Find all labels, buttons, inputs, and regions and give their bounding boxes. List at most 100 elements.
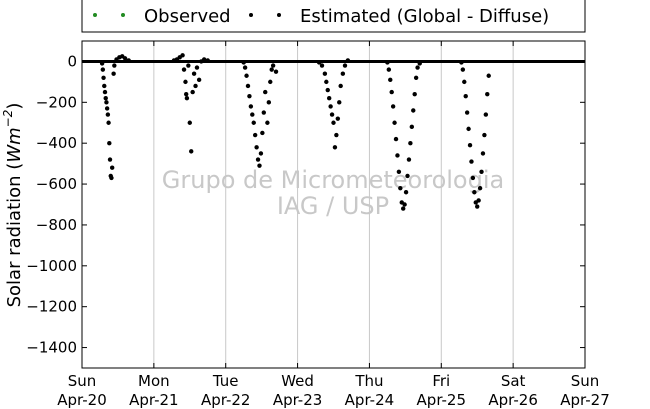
data-point xyxy=(183,79,188,85)
data-point xyxy=(266,100,272,105)
data-point xyxy=(396,169,402,174)
data-point xyxy=(269,67,274,72)
data-point xyxy=(476,198,481,203)
data-point xyxy=(486,73,491,78)
data-point xyxy=(263,89,268,95)
data-point xyxy=(265,120,270,125)
data-point xyxy=(338,83,343,89)
data-point xyxy=(257,163,262,168)
data-point xyxy=(100,67,106,72)
y-tick-label: −1400 xyxy=(26,339,77,357)
data-point xyxy=(463,93,468,99)
grid xyxy=(153,41,514,368)
data-point xyxy=(109,165,115,170)
data-point xyxy=(104,106,110,111)
data-point xyxy=(405,173,410,179)
data-point xyxy=(324,79,329,85)
data-point xyxy=(459,60,464,65)
watermark: Grupo de Micrometeorologia IAG / USP xyxy=(162,166,504,220)
plot-frame xyxy=(81,40,586,369)
data-point xyxy=(254,145,259,150)
data-point xyxy=(183,91,189,97)
data-point xyxy=(345,58,351,63)
data-point xyxy=(467,143,473,148)
data-point xyxy=(122,56,128,61)
data-point xyxy=(242,65,248,70)
data-point xyxy=(480,151,486,156)
data-point xyxy=(408,140,413,146)
x-tick-label-day: Thu xyxy=(354,372,383,390)
data-point xyxy=(201,57,207,62)
data-point xyxy=(412,91,417,97)
data-point xyxy=(403,190,409,195)
data-point xyxy=(390,104,396,109)
x-tick-label-day: Tue xyxy=(212,372,239,390)
data-point xyxy=(395,153,400,158)
data-point xyxy=(261,110,266,115)
data-point xyxy=(464,110,470,115)
data-point xyxy=(241,60,246,65)
watermark-line-1: Grupo de Micrometeorologia xyxy=(162,166,504,194)
y-tick-label: −1200 xyxy=(26,298,77,316)
y-axis: 0 −200 −400 −600 −800 −1000 −1200 −1400 xyxy=(26,52,585,357)
x-tick-label-day: Wed xyxy=(281,372,314,390)
data-point xyxy=(337,100,342,105)
y-tick-label: −600 xyxy=(36,175,77,193)
data-point xyxy=(340,71,346,76)
data-point xyxy=(460,67,466,72)
data-point xyxy=(417,61,422,66)
data-point xyxy=(334,132,339,138)
data-point xyxy=(99,61,105,66)
data-point xyxy=(107,157,113,162)
data-point xyxy=(462,79,467,85)
x-tick-label-date: Apr-20 xyxy=(57,391,107,409)
legend: Observed Estimated (Global - Diffuse) xyxy=(81,0,586,33)
plot-area xyxy=(82,41,585,368)
data-point xyxy=(248,104,254,109)
data-point xyxy=(477,185,483,191)
data-point xyxy=(102,89,108,95)
y-axis-label-paren-close: ) xyxy=(4,103,25,110)
data-point xyxy=(319,63,325,68)
data-point xyxy=(126,58,131,63)
data-point xyxy=(479,169,484,174)
y-tick-label: −400 xyxy=(36,134,77,152)
data-point xyxy=(109,175,114,181)
data-point xyxy=(475,204,480,209)
data-point xyxy=(250,112,255,117)
data-point xyxy=(112,63,117,68)
data-point xyxy=(270,63,276,68)
data-point xyxy=(252,132,258,138)
y-tick-label: −1000 xyxy=(26,257,77,275)
data-point xyxy=(268,79,273,85)
data-point xyxy=(180,53,185,58)
data-point xyxy=(332,145,338,150)
legend-box xyxy=(81,0,586,33)
data-point xyxy=(385,60,390,65)
data-point xyxy=(326,96,332,101)
x-tick-label-date: Apr-21 xyxy=(129,391,179,409)
y-tick-label: 0 xyxy=(67,52,77,70)
data-point xyxy=(111,71,116,76)
x-tick-label-date: Apr-22 xyxy=(201,391,251,409)
data-point xyxy=(322,71,328,76)
data-point xyxy=(273,69,279,74)
data-point xyxy=(466,126,471,132)
data-point xyxy=(483,112,489,117)
data-point xyxy=(186,63,191,68)
data-point xyxy=(325,87,330,93)
data-point xyxy=(258,151,264,156)
data-point xyxy=(470,175,476,181)
watermark-line-2: IAG / USP xyxy=(277,192,389,220)
data-point xyxy=(187,120,192,125)
data-point xyxy=(413,75,419,80)
data-point xyxy=(472,190,477,195)
data-point xyxy=(328,104,333,109)
x-tick-label-day: Sun xyxy=(571,372,600,390)
data-point xyxy=(106,120,111,125)
legend-marker-estimated xyxy=(277,13,281,17)
data-point xyxy=(184,96,190,101)
x-tick-label-date: Apr-27 xyxy=(560,391,610,409)
x-tick-label-day: Fri xyxy=(432,372,450,390)
